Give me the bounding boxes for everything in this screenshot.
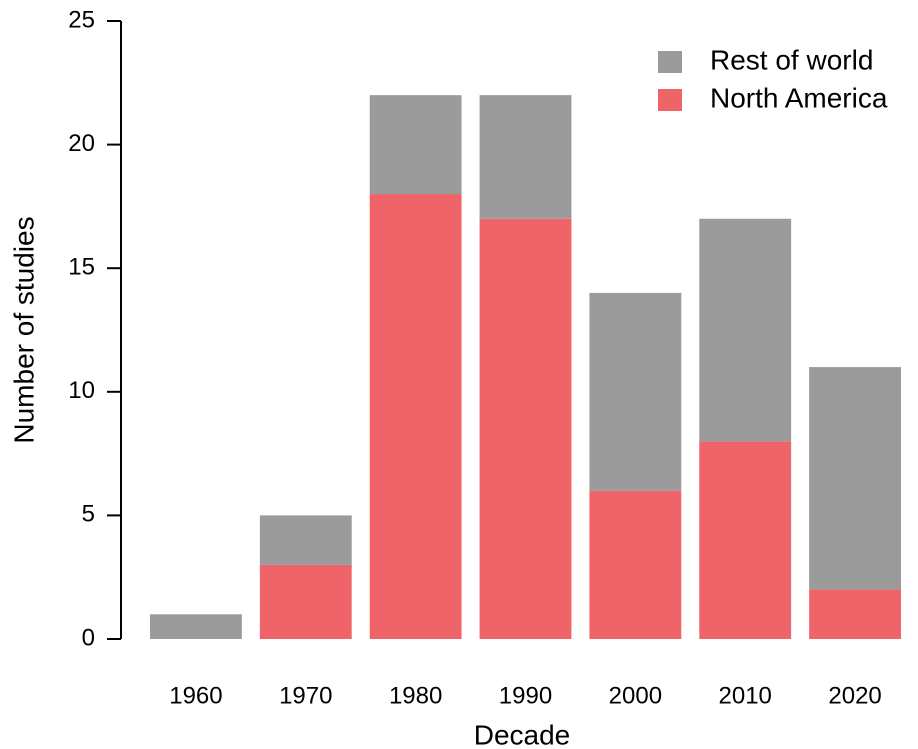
bar-segment — [369, 95, 462, 195]
bar-segment — [259, 564, 352, 639]
legend-swatch — [658, 51, 682, 73]
x-tick-label: 1960 — [169, 682, 222, 709]
bar-segment — [150, 614, 242, 639]
bar-segment — [809, 589, 901, 639]
bar-segment — [369, 194, 462, 640]
x-tick-label: 1990 — [499, 682, 552, 709]
y-axis-label: Number of studies — [8, 216, 39, 443]
x-axis-label: Decade — [474, 719, 571, 749]
bar-segment — [809, 367, 901, 590]
bar-segment — [259, 515, 352, 565]
bar-segment — [479, 218, 572, 639]
bar-segment — [589, 490, 682, 639]
y-tick-label: 5 — [82, 501, 95, 528]
legend-label: North America — [710, 82, 888, 113]
x-tick-label: 2010 — [719, 682, 772, 709]
bar-segment — [589, 292, 682, 491]
bar-segment — [479, 95, 572, 219]
y-tick-label: 25 — [68, 6, 95, 33]
x-tick-label: 2020 — [828, 682, 881, 709]
legend-label: Rest of world — [710, 44, 873, 75]
y-tick-label: 10 — [68, 377, 95, 404]
bar-segment — [699, 441, 792, 639]
y-tick-label: 15 — [68, 254, 95, 281]
x-tick-label: 2000 — [609, 682, 662, 709]
y-tick-label: 20 — [68, 130, 95, 157]
bar-segment — [699, 218, 792, 442]
y-tick-label: 0 — [82, 624, 95, 651]
x-tick-label: 1980 — [389, 682, 442, 709]
legend-swatch — [658, 89, 682, 111]
x-tick-label: 1970 — [279, 682, 332, 709]
